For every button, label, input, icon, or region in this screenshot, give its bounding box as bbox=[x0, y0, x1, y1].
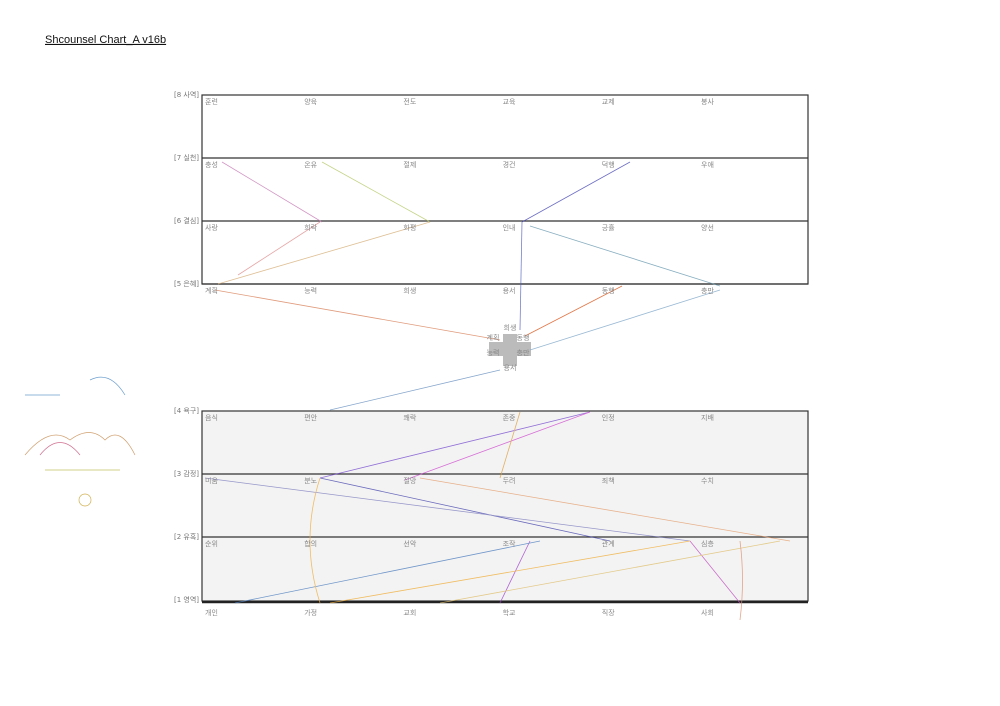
item-label: 심층 bbox=[701, 539, 714, 548]
item-label: 절망 bbox=[403, 476, 416, 485]
level-label: [6 결심] bbox=[174, 216, 199, 225]
level-label: [4 욕구] bbox=[174, 407, 199, 415]
level-label: [8 사역] bbox=[174, 90, 199, 99]
item-label: 충성 bbox=[205, 160, 218, 169]
item-label: 긍휼 bbox=[602, 223, 615, 232]
center-label: 충만 bbox=[517, 348, 530, 357]
item-label: 수치 bbox=[701, 476, 714, 485]
item-label: 우애 bbox=[701, 160, 714, 169]
item-label: 죄책 bbox=[602, 476, 615, 485]
lower-band bbox=[202, 411, 808, 600]
item-label: 희생 bbox=[403, 286, 416, 295]
margin-sketch bbox=[24, 376, 136, 507]
item-label: 봉사 bbox=[701, 97, 714, 106]
item-label: 지배 bbox=[701, 413, 714, 422]
level-label: [1 영역] bbox=[174, 595, 199, 604]
item-label: 편안 bbox=[304, 413, 317, 422]
item-label: 분노 bbox=[304, 477, 317, 485]
item-label: 음식 bbox=[205, 413, 218, 422]
item-label: 용서 bbox=[503, 286, 516, 295]
item-label: 두려 bbox=[503, 476, 516, 485]
item-label: 경건 bbox=[503, 160, 516, 169]
center-label: 동행 bbox=[517, 333, 530, 342]
center-label: 용서 bbox=[504, 363, 517, 372]
center-label: 능력 bbox=[487, 349, 500, 357]
item-label: 전도 bbox=[403, 97, 416, 106]
item-label: 양육 bbox=[304, 98, 317, 106]
item-label: 미움 bbox=[205, 476, 218, 485]
item-label: 쾌락 bbox=[403, 413, 416, 422]
item-label: 양선 bbox=[701, 223, 714, 232]
item-label: 합의 bbox=[304, 539, 317, 548]
item-label: 교육 bbox=[503, 98, 516, 106]
center-cross bbox=[489, 334, 531, 366]
item-label: 교회 bbox=[403, 609, 416, 617]
item-label: 조작 bbox=[503, 539, 516, 548]
center-label: 계획 bbox=[487, 333, 500, 342]
level-label: [5 은혜] bbox=[174, 279, 199, 288]
item-label: 교제 bbox=[602, 98, 615, 106]
item-label: 인내 bbox=[503, 223, 516, 232]
item-label: 덕행 bbox=[602, 160, 615, 169]
item-label: 능력 bbox=[304, 287, 317, 295]
item-label: 절제 bbox=[403, 161, 416, 169]
title: Shcounsel Chart_A v16b bbox=[45, 34, 166, 46]
item-label: 온유 bbox=[304, 161, 317, 169]
item-label: 관계 bbox=[602, 539, 615, 548]
item-label: 사랑 bbox=[205, 223, 218, 232]
level-label: [2 유혹] bbox=[174, 532, 199, 541]
item-label: 사회 bbox=[701, 608, 714, 617]
item-label: 인정 bbox=[602, 413, 615, 422]
item-label: 존중 bbox=[503, 414, 516, 422]
item-label: 직장 bbox=[602, 608, 615, 617]
item-label: 학교 bbox=[503, 608, 516, 617]
item-label: 충만 bbox=[701, 286, 714, 295]
item-label: 희락 bbox=[304, 223, 317, 232]
item-label: 계획 bbox=[205, 286, 218, 295]
connections bbox=[204, 161, 791, 621]
item-label: 개인 bbox=[205, 608, 218, 617]
item-label: 동행 bbox=[602, 286, 615, 295]
item-label: 화평 bbox=[403, 223, 416, 232]
level-label: [3 감정] bbox=[174, 469, 199, 478]
item-label: 선악 bbox=[403, 539, 416, 548]
item-label: 훈련 bbox=[205, 97, 218, 106]
item-label: 가정 bbox=[304, 608, 317, 617]
center-label: 희생 bbox=[504, 323, 517, 332]
item-label: 순위 bbox=[205, 540, 218, 548]
upper-frame bbox=[201, 94, 809, 285]
level-label: [7 실천] bbox=[174, 153, 199, 162]
